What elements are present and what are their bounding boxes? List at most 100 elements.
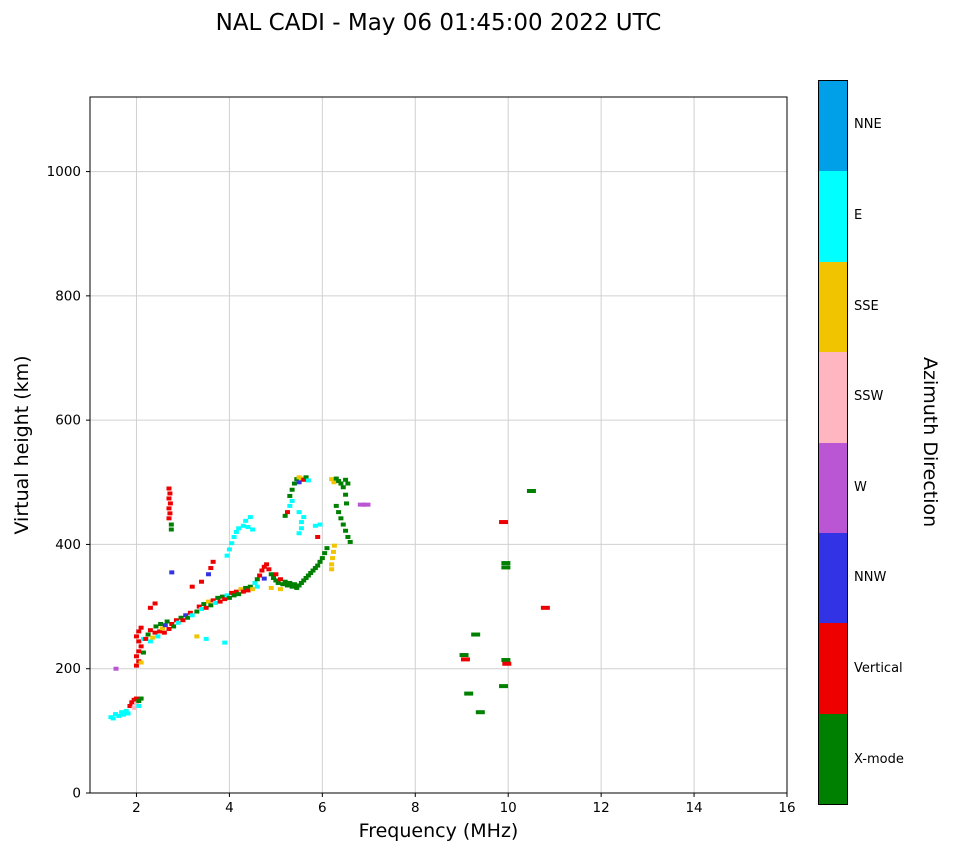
data-point xyxy=(152,601,158,606)
data-point xyxy=(305,478,311,483)
data-point xyxy=(317,522,323,527)
data-point xyxy=(138,625,144,630)
data-point xyxy=(312,523,318,528)
data-point xyxy=(245,525,251,530)
data-point xyxy=(166,486,172,491)
colorbar-segment-nnw xyxy=(819,532,847,624)
data-point xyxy=(196,604,202,609)
data-point xyxy=(298,580,304,585)
y-tick-label: 200 xyxy=(55,661,81,677)
data-point xyxy=(301,578,307,583)
data-point xyxy=(287,503,293,508)
data-point xyxy=(273,578,279,583)
data-point xyxy=(330,549,336,554)
data-point xyxy=(345,481,351,486)
data-point xyxy=(240,523,246,528)
colorbar-segment-vertical xyxy=(819,623,847,714)
x-axis-label: Frequency (MHz) xyxy=(358,820,519,842)
data-point xyxy=(166,516,172,521)
data-point xyxy=(210,559,216,564)
data-point xyxy=(173,618,179,623)
data-point xyxy=(312,566,318,571)
data-point xyxy=(161,630,167,635)
colorbar-label-x-mode: X-mode xyxy=(854,751,904,767)
data-point xyxy=(226,547,232,552)
data-point xyxy=(501,565,511,570)
data-point xyxy=(233,530,239,534)
data-point xyxy=(289,487,295,492)
data-point xyxy=(296,583,302,588)
data-point xyxy=(254,584,260,589)
data-point xyxy=(222,597,228,602)
data-point xyxy=(194,634,200,639)
data-point xyxy=(254,577,260,582)
data-point xyxy=(331,543,337,548)
data-point xyxy=(205,599,211,604)
data-point xyxy=(329,477,335,482)
data-point xyxy=(357,502,366,507)
data-point xyxy=(152,630,158,635)
data-point xyxy=(224,593,230,598)
data-point xyxy=(180,618,186,623)
data-point xyxy=(540,605,550,610)
data-point xyxy=(475,710,485,715)
data-point xyxy=(212,600,218,605)
data-point xyxy=(162,623,168,628)
data-point xyxy=(166,506,172,511)
data-point xyxy=(208,566,214,571)
data-point xyxy=(338,481,344,486)
data-point xyxy=(167,511,173,516)
data-point xyxy=(136,639,142,644)
data-point xyxy=(147,628,153,633)
data-point xyxy=(136,649,142,654)
data-point xyxy=(210,598,216,603)
data-point xyxy=(336,510,342,515)
data-point xyxy=(471,632,481,637)
data-point xyxy=(153,624,159,629)
data-point xyxy=(284,583,290,588)
data-point xyxy=(236,526,242,531)
data-point xyxy=(345,534,351,539)
colorbar-segment-ssw xyxy=(819,352,847,443)
y-axis-label: Virtual height (km) xyxy=(11,355,33,535)
data-point xyxy=(168,527,174,532)
data-point xyxy=(266,567,272,572)
data-point xyxy=(203,605,209,610)
data-point xyxy=(229,541,235,546)
data-point xyxy=(273,572,279,577)
data-point xyxy=(231,593,237,598)
data-point xyxy=(201,602,207,607)
y-tick-label: 1000 xyxy=(47,164,81,180)
data-point xyxy=(217,599,223,604)
x-tick-label: 16 xyxy=(778,800,795,816)
x-tick-label: 12 xyxy=(593,800,610,816)
data-point xyxy=(159,626,165,631)
data-point xyxy=(125,711,131,716)
data-point xyxy=(240,589,246,594)
colorbar-label-sse: SSE xyxy=(854,298,879,314)
data-point xyxy=(133,663,139,668)
data-point xyxy=(250,587,256,592)
colorbar-label-ssw: SSW xyxy=(854,389,884,405)
data-point xyxy=(282,579,288,584)
data-point xyxy=(501,561,511,566)
data-point xyxy=(169,621,175,626)
data-point xyxy=(301,515,307,520)
data-point xyxy=(138,696,144,701)
data-point xyxy=(324,546,330,551)
colorbar-segment-nne xyxy=(819,81,847,172)
data-point xyxy=(150,635,156,640)
data-point xyxy=(175,620,181,625)
data-point xyxy=(127,704,133,708)
data-point xyxy=(110,716,116,721)
data-point xyxy=(303,575,309,580)
data-point xyxy=(343,528,349,533)
data-point xyxy=(120,712,126,717)
data-point xyxy=(143,636,149,641)
data-point xyxy=(208,603,214,608)
data-point xyxy=(199,607,205,612)
data-point xyxy=(226,595,232,600)
data-point xyxy=(338,516,344,521)
